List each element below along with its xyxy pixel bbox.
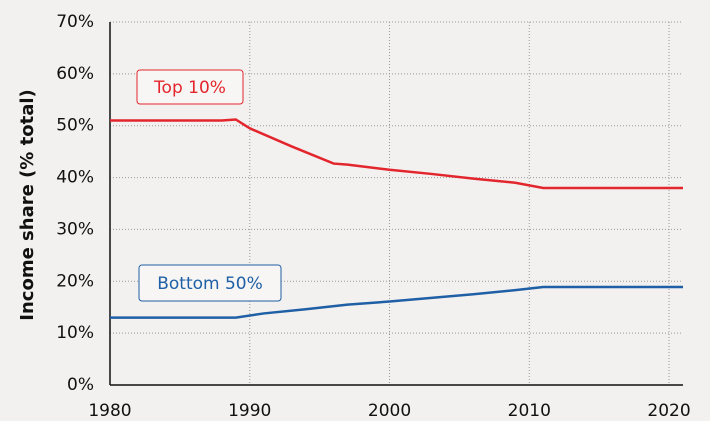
series-label: Bottom 50% xyxy=(157,274,263,294)
x-tick-label: 2020 xyxy=(647,401,690,421)
y-tick-label: 0% xyxy=(67,375,94,395)
x-tick-label: 2010 xyxy=(508,401,551,421)
y-tick-label: 40% xyxy=(56,168,94,188)
y-tick-label: 20% xyxy=(56,271,94,291)
y-tick-label: 30% xyxy=(56,219,94,239)
series-label-box xyxy=(138,264,282,302)
y-tick-label: 10% xyxy=(56,323,94,343)
x-tick-label: 2000 xyxy=(368,401,411,421)
series-label: Top 10% xyxy=(153,78,226,98)
line xyxy=(110,118,683,190)
series-label-box xyxy=(136,69,244,105)
y-axis-label: Income share (% total) xyxy=(17,89,38,320)
x-tick-label: 1990 xyxy=(228,401,271,421)
x-tick-label: 1980 xyxy=(88,401,131,421)
y-tick-label: 50% xyxy=(56,116,94,136)
y-tick-label: 60% xyxy=(56,64,94,84)
y-tick-label: 70% xyxy=(56,12,94,32)
line xyxy=(110,285,683,319)
